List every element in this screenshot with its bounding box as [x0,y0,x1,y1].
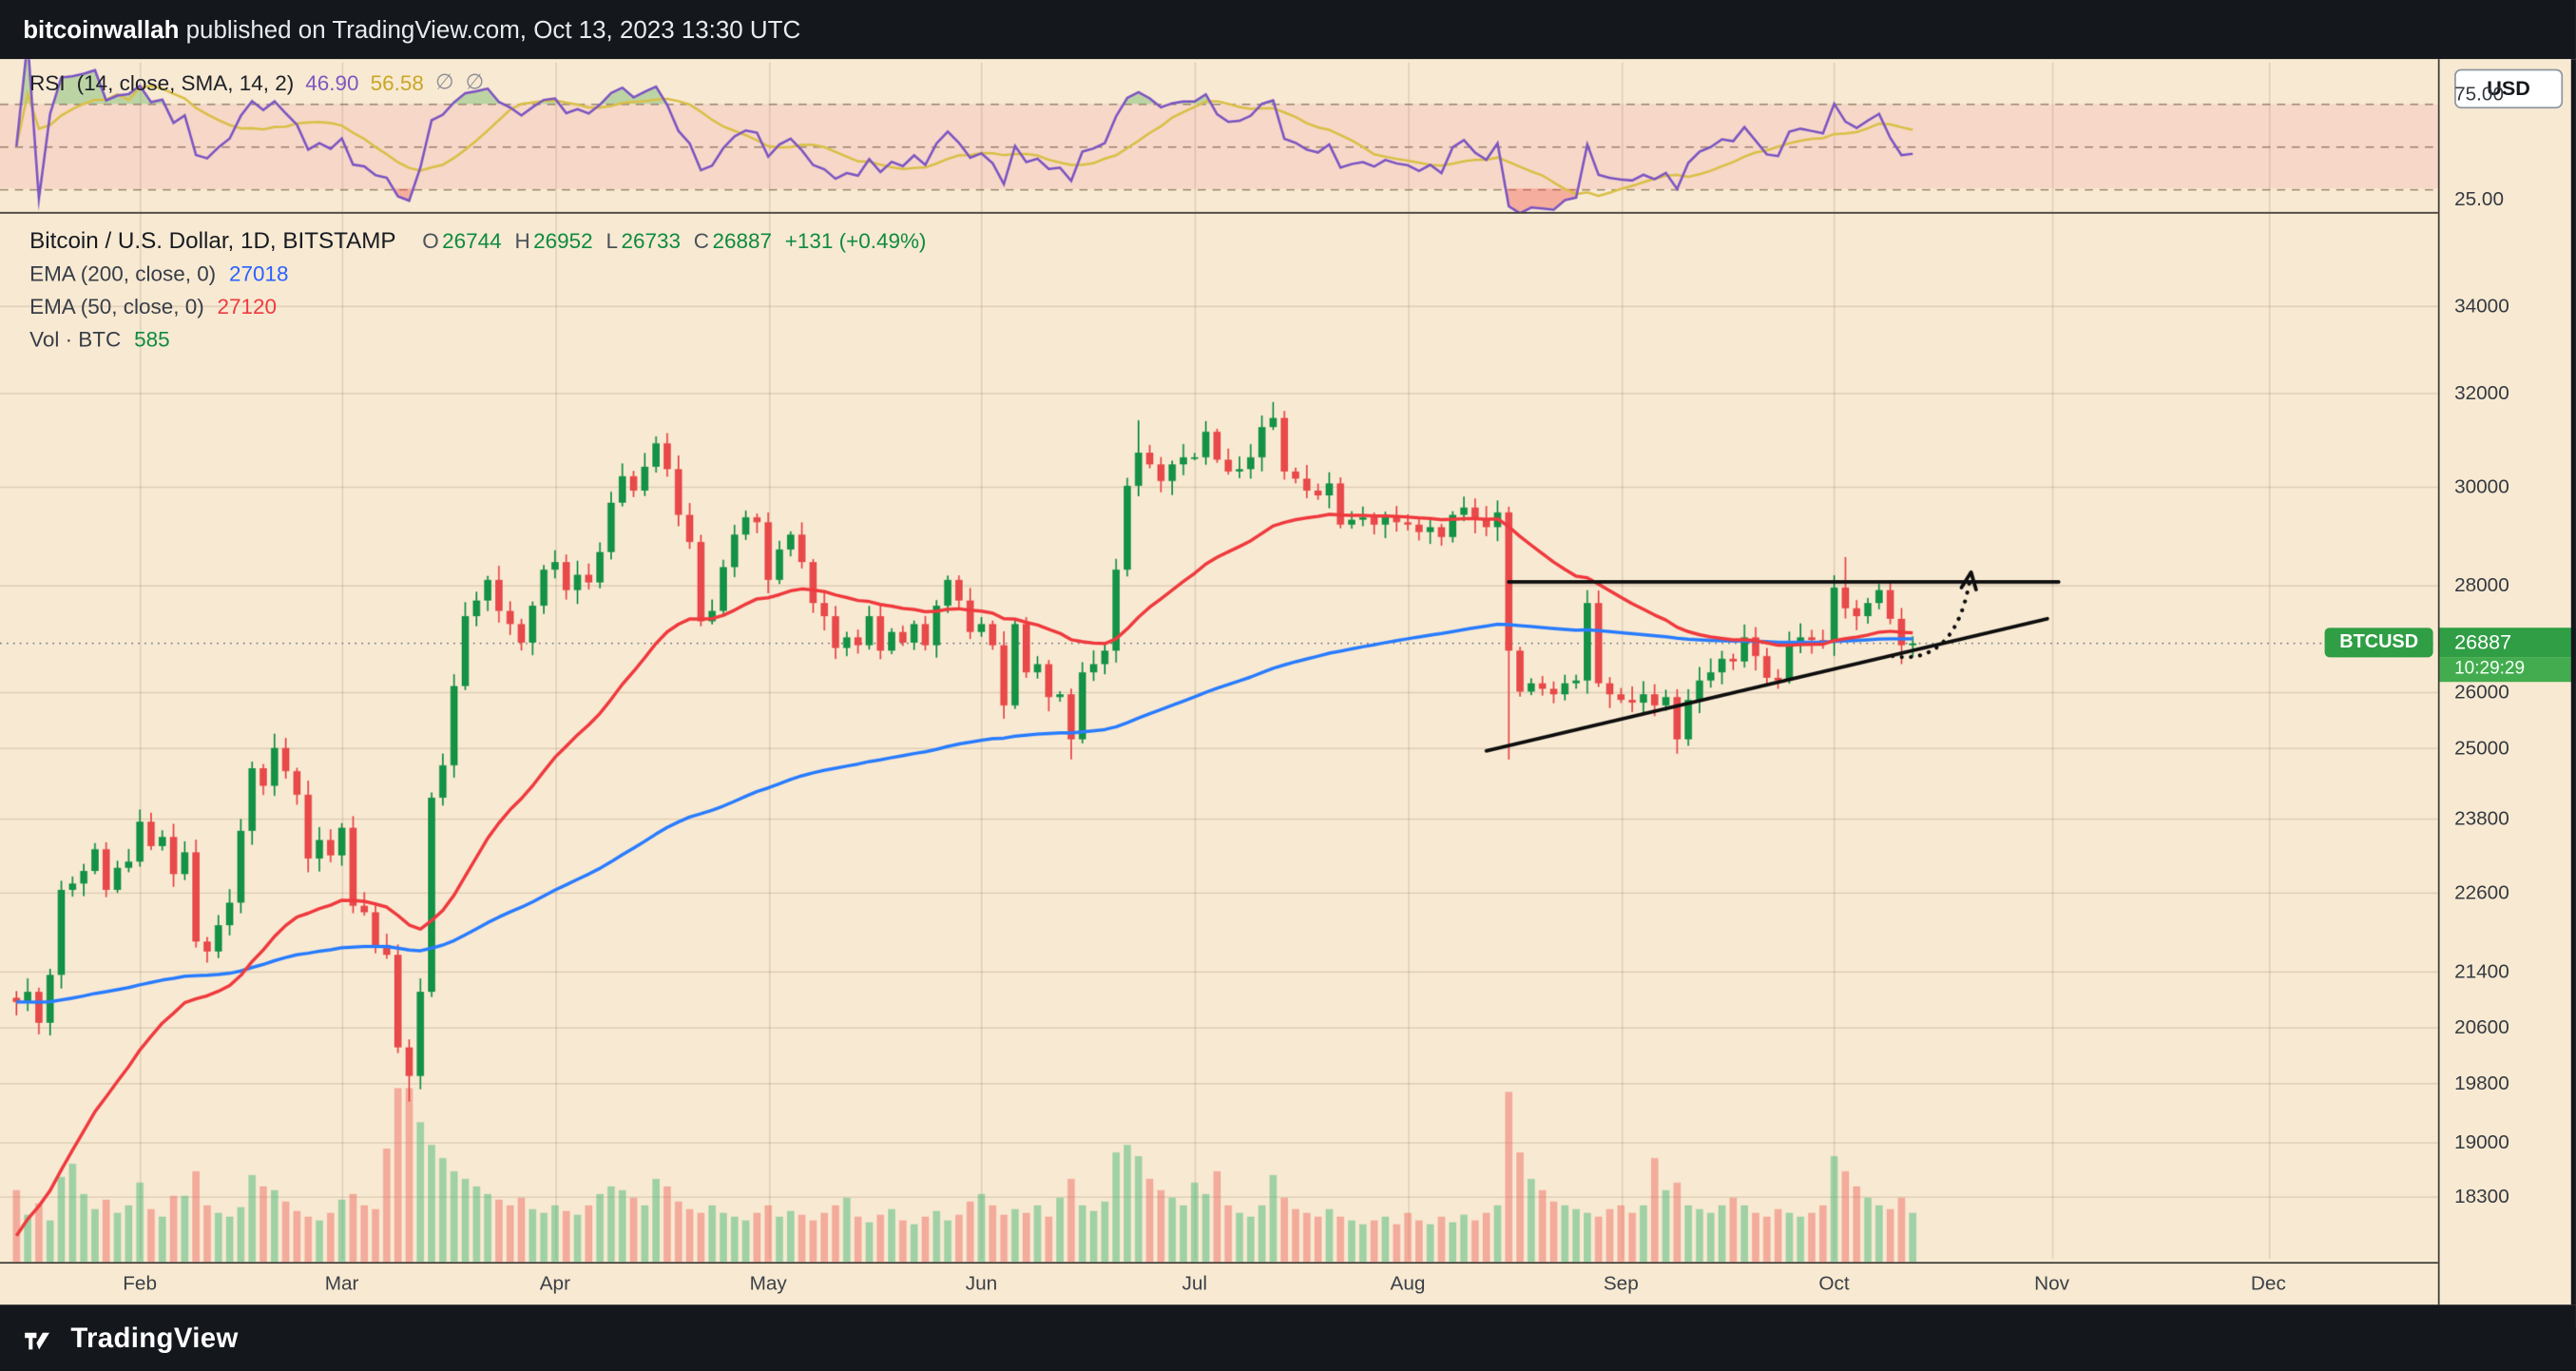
footer-bar: TradingView [0,1304,2576,1371]
publish-info-text: published on TradingView.com, Oct 13, 20… [179,15,801,44]
price-axis[interactable]: USD 26887 10:29:29 34000 32000 30000 28000 2… [2437,59,2576,1305]
price-tick-label: 26000 [2454,680,2509,704]
low-value: 26733 [621,227,681,253]
ema50-value: 27120 [217,293,278,319]
chart-area: RSI (14, close, SMA, 14, 2) 46.90 56.58 … [0,59,2576,1305]
price-change: +131 (+0.49%) [784,227,927,253]
tradingview-logo-icon[interactable] [20,1321,56,1357]
rsi-indicator-legend[interactable]: RSI (14, close, SMA, 14, 2) 46.90 56.58 … [29,69,484,96]
time-axis-month-label: Apr [539,1271,571,1295]
price-tick-label: 28000 [2454,573,2509,597]
high-label: H [514,227,530,253]
rsi-value: 46.90 [305,69,359,95]
open-value: 26744 [442,227,502,253]
time-axis-month-label: Dec [2250,1271,2286,1295]
time-axis-month-label: Sep [1603,1271,1639,1295]
volume-label: Vol · BTC [29,326,122,351]
ema200-label: EMA (200, close, 0) [29,260,217,285]
time-axis[interactable]: Feb Mar Apr May Jun Jul Aug Sep Oct Nov Dec [0,1262,2438,1304]
btcusd-symbol-badge: BTCUSD [2324,628,2433,659]
rsi-tick-label: 75.00 [2454,82,2504,106]
currency-toggle-button[interactable]: USD [2454,68,2564,109]
main-chart-legend: Bitcoin / U.S. Dollar, 1D, BITSTAMP O 267… [29,223,926,355]
ema200-legend-row[interactable]: EMA (200, close, 0) 27018 [29,257,926,290]
ema50-legend-row[interactable]: EMA (50, close, 0) 27120 [29,289,926,322]
rsi-legend-title: RSI [29,69,66,95]
ohlc-readout: O 26744 H 26952 L 26733 C 26887 +131 (+0.49%… [413,227,927,253]
price-tick-label: 19800 [2454,1072,2509,1095]
price-tick-label: 19000 [2454,1130,2509,1154]
price-tick-label: 18300 [2454,1185,2509,1208]
close-value: 26887 [712,227,772,253]
hidden-value-icon[interactable]: ∅ [434,68,454,94]
publish-bar: bitcoinwallah published on TradingView.c… [0,0,2576,60]
price-tick-label: 21400 [2454,959,2509,983]
volume-legend-row[interactable]: Vol · BTC 585 [29,322,926,356]
price-tick-label: 22600 [2454,881,2509,905]
window-right-edge [2570,59,2576,1305]
price-tick-label: 23800 [2454,806,2509,831]
time-axis-month-label: Jul [1182,1271,1207,1295]
time-axis-month-label: Feb [123,1271,157,1295]
current-price-label[interactable]: 26887 [2439,628,2576,659]
high-value: 26952 [533,227,593,253]
rsi-tick-label: 25.00 [2454,187,2504,211]
time-axis-month-label: Jun [965,1271,998,1295]
price-tick-label: 32000 [2454,381,2509,405]
open-label: O [422,227,439,253]
price-tick-label: 34000 [2454,294,2509,318]
time-axis-month-label: May [749,1271,787,1295]
price-tick-label: 30000 [2454,473,2509,498]
rsi-sma-value: 56.58 [370,69,424,95]
rsi-legend-params: (14, close, SMA, 14, 2) [76,69,295,95]
symbol-legend-row[interactable]: Bitcoin / U.S. Dollar, 1D, BITSTAMP O 267… [29,223,926,257]
price-tick-label: 25000 [2454,736,2509,760]
ema50-label: EMA (50, close, 0) [29,293,204,319]
hidden-value-icon[interactable]: ∅ [465,68,485,94]
time-axis-month-label: Mar [324,1271,359,1295]
chart-plot-canvas[interactable] [0,59,2438,1263]
author-name: bitcoinwallah [23,15,180,44]
time-axis-month-label: Oct [1818,1271,1850,1295]
close-label: C [693,227,710,253]
time-axis-month-label: Aug [1390,1271,1426,1295]
time-axis-month-label: Nov [2034,1271,2070,1295]
ema200-value: 27018 [229,260,289,285]
bar-countdown-label: 10:29:29 [2439,658,2576,684]
symbol-title[interactable]: Bitcoin / U.S. Dollar, 1D, BITSTAMP [29,226,396,254]
volume-value: 585 [134,326,170,351]
tradingview-brand[interactable]: TradingView [70,1322,239,1354]
low-label: L [606,227,619,253]
price-tick-label: 20600 [2454,1014,2509,1038]
